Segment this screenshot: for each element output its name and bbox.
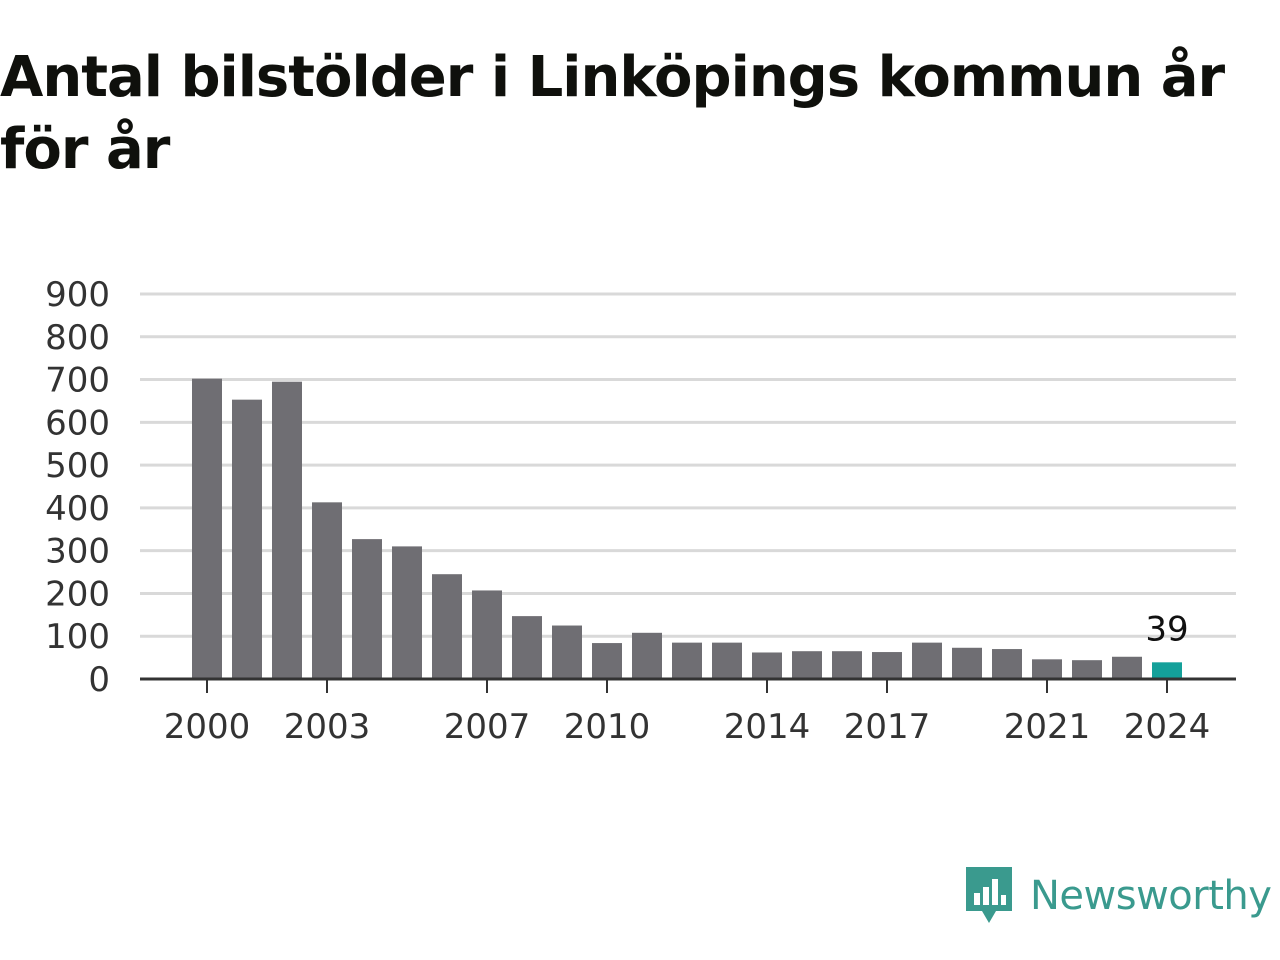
brand-name: Newsworthy [1030,873,1272,919]
x-axis [140,677,1236,693]
data-label-2024: 39 [1145,609,1188,649]
bar-2009 [552,625,582,679]
x-axis-tick-labels: 2000 2003 2007 2010 2014 2017 2021 2024 [164,707,1211,747]
y-tick-label-200: 200 [45,574,110,614]
bar-2001 [232,399,262,679]
bar-2011 [632,632,662,679]
bar-2008 [512,616,542,679]
y-tick-label-100: 100 [45,617,110,657]
bar-2013 [712,642,742,679]
bar-2021 [1032,659,1062,679]
brand-logo: Newsworthy [964,864,1272,928]
x-tick-label-2010: 2010 [564,707,651,747]
grid-lines [140,292,1236,638]
bar-2023 [1112,656,1142,679]
bar-2022 [1072,660,1102,679]
newsworthy-logo-icon [966,867,1012,923]
y-tick-label-500: 500 [45,446,110,486]
bar-2002 [272,381,302,679]
bar-2019 [952,647,982,679]
y-tick-label-700: 700 [45,361,110,401]
bar-2005 [392,546,422,679]
bar-2015 [792,651,822,679]
bar-2024 [1152,662,1182,679]
x-tick-label-2003: 2003 [284,707,371,747]
bar-2000 [192,378,222,679]
bar-2014 [752,652,782,679]
bars [192,378,1182,679]
x-tick-label-2024: 2024 [1124,707,1211,747]
bar-2020 [992,649,1022,679]
x-tick-label-2007: 2007 [444,707,531,747]
bar-2007 [472,590,502,679]
bar-2018 [912,642,942,679]
x-tick-label-2021: 2021 [1004,707,1091,747]
bar-2004 [352,539,382,679]
y-tick-label-0: 0 [88,660,110,700]
y-tick-label-400: 400 [45,489,110,529]
x-tick-label-2014: 2014 [724,707,811,747]
y-tick-label-800: 800 [45,318,110,358]
x-tick-label-2017: 2017 [844,707,931,747]
y-tick-label-600: 600 [45,403,110,443]
bar-2016 [832,651,862,679]
bar-2003 [312,502,342,679]
y-tick-label-900: 900 [45,275,110,315]
bar-2006 [432,574,462,679]
bar-2012 [672,642,702,679]
x-tick-label-2000: 2000 [164,707,251,747]
bar-2010 [592,643,622,679]
y-tick-label-300: 300 [45,532,110,572]
data-labels: 39 [1145,609,1188,649]
chart-title: Antal bilstölder i Linköpings kommun år … [0,45,1225,182]
bar-2017 [872,652,902,679]
